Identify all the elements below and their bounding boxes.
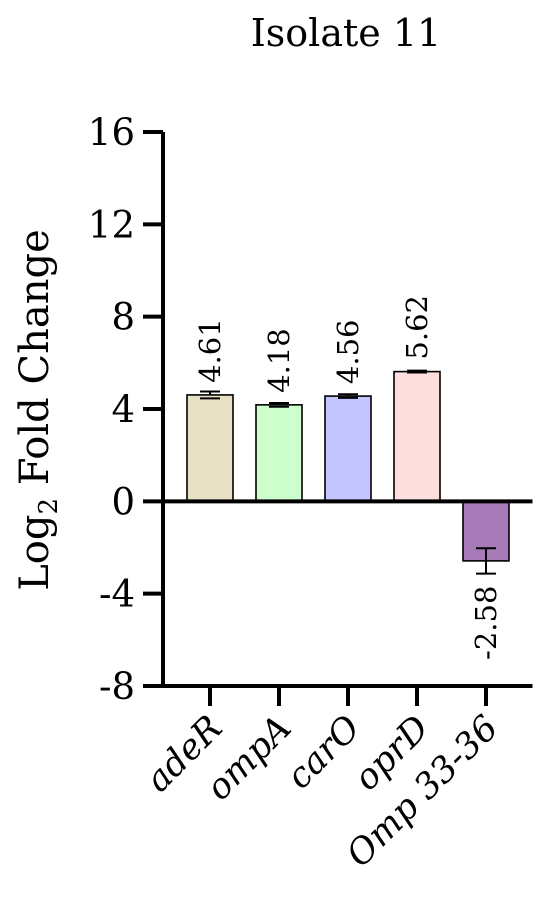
bar — [255, 404, 303, 503]
bar — [393, 370, 441, 503]
bar — [186, 394, 234, 503]
y-axis-label-rest: Fold Change — [12, 229, 58, 498]
y-tick-label: 0 — [111, 480, 135, 523]
x-axis-ticks — [163, 684, 533, 706]
y-tick-label: -4 — [99, 573, 135, 616]
y-tick-label: -8 — [99, 665, 135, 708]
value-label: -2.58 — [469, 586, 503, 660]
y-axis-label-subscript: 2 — [34, 498, 64, 515]
y-axis-label-log: Log — [12, 515, 58, 591]
value-label: 5.62 — [400, 295, 434, 360]
bar — [324, 395, 372, 503]
error-bars-layer — [200, 369, 496, 575]
value-label: 4.61 — [193, 318, 227, 383]
y-tick-label: 8 — [111, 296, 135, 339]
value-label: 4.18 — [262, 328, 296, 393]
bars-layer — [186, 370, 510, 562]
value-labels-layer: 4.61 4.18 4.56 5.62 -2.58 — [193, 295, 503, 660]
y-tick-label: 16 — [88, 111, 135, 154]
chart-title: Isolate 11 — [251, 11, 441, 55]
y-axis: -8 -4 0 4 8 12 16 — [88, 111, 165, 708]
y-tick-label: 12 — [88, 203, 135, 246]
category-label: carO — [279, 708, 368, 797]
y-axis-label: Log2 Fold Change — [12, 229, 64, 591]
y-tick-label: 4 — [111, 388, 135, 431]
value-label: 4.56 — [331, 319, 365, 384]
